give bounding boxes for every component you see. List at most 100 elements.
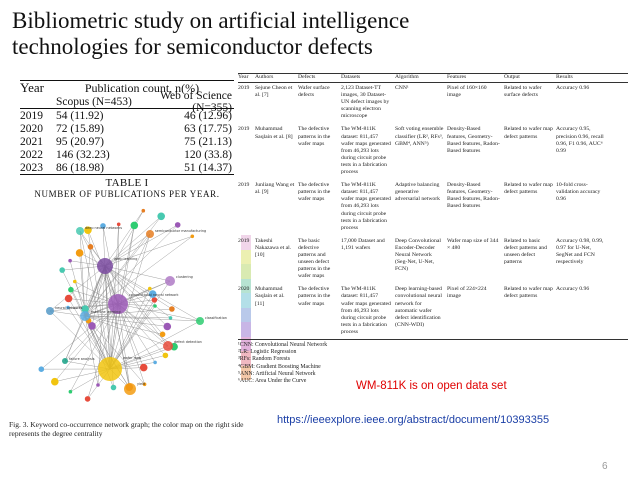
graph-edge <box>117 303 144 368</box>
cell-features: Density-Based features, Geometry-Based f… <box>447 182 500 210</box>
cell-authors: Takeshi Nakazawa et al. [10] <box>255 237 292 258</box>
graph-node-label: defect detection <box>174 340 202 344</box>
header-cell: Authors <box>255 74 274 81</box>
cell-year: 2019 <box>238 237 250 244</box>
graph-edge <box>84 236 193 317</box>
cell-authors: Muhammad Saqlain et al. [11] <box>255 286 285 307</box>
graph-edge <box>109 305 156 370</box>
graph-node <box>68 389 73 394</box>
graph-node <box>62 358 68 364</box>
cell-year: 2023 <box>20 161 43 174</box>
cell-algorithm: Deep Convolutional Encoder-Decoder Neura… <box>395 237 441 273</box>
graph-edge <box>104 265 171 319</box>
cell-features: Density-Based features, Geometry-Based f… <box>447 126 500 154</box>
cell-defects: The defective patterns in the wafer maps <box>298 182 331 203</box>
graph-edge <box>109 320 201 370</box>
colorbar-segment <box>241 293 251 308</box>
graph-edge <box>109 299 155 370</box>
cell-features: Wafer map size of 344 × 480 <box>447 237 499 251</box>
cell-results: Accuracy 0.98, 0.99, 0.97 for U-Net, Seg… <box>556 237 604 266</box>
graph-edge <box>104 224 178 267</box>
graph-node <box>97 258 113 274</box>
cell-scopus: 54 (11.92) <box>56 109 104 122</box>
table-row: 2020 72 (15.89) 63 (17.75) <box>20 122 234 135</box>
cell-datasets: 17,000 Dataset and 1,191 wafers <box>341 237 385 251</box>
graph-edge <box>104 216 162 267</box>
table-row: 2023 86 (18.98) 51 (14.37) <box>20 161 234 174</box>
cell-datasets: The WM-811K dataset: 811,457 wafer maps … <box>341 126 391 176</box>
colorbar-segment <box>241 322 251 337</box>
cell-output: Related to wafer map defect patterns <box>504 126 553 140</box>
graph-node <box>142 382 147 387</box>
cell-algorithm: CNN¹ <box>395 85 409 91</box>
table-row: 2019 Muhammad Saqlain et al. [8] The defec… <box>238 126 628 176</box>
colorbar-segment <box>241 278 251 293</box>
graph-node <box>110 384 117 391</box>
footnote: ³RFs: Random Forests <box>238 356 290 363</box>
graph-node-label: convolutional neural network <box>129 293 179 297</box>
cell-results: Accuracy 0.95, precision 0.96, recall 0.… <box>556 126 604 154</box>
header-cell: Results <box>556 74 573 81</box>
graph-node <box>162 352 169 359</box>
graph-node <box>163 322 172 331</box>
header-cell: Algorithm <box>395 74 419 81</box>
graph-node-label: failure analysis <box>69 357 95 361</box>
table-row: 2020 Muhammad Saqlain et al. [11] The defe… <box>238 286 628 336</box>
header-cell: Features <box>447 74 467 81</box>
graph-node <box>139 363 148 372</box>
graph-node <box>141 208 146 213</box>
header-year: Year <box>20 80 44 95</box>
source-link[interactable]: https://ieeexplore.ieee.org/abstract/doc… <box>277 414 550 426</box>
graph-edge <box>117 224 119 305</box>
header-cell: Defects <box>298 74 316 81</box>
graph-node <box>51 377 59 386</box>
colorbar-segment <box>241 249 251 264</box>
cell-output: Related to basic defect patterns and uns… <box>504 237 547 266</box>
graph-edge <box>84 224 178 317</box>
graph-edge <box>117 303 156 363</box>
table-caption-text: NUMBER OF PUBLICATIONS PER YEAR. <box>34 189 220 199</box>
cell-algorithm: Deep learning-based convolutional neural… <box>395 286 442 328</box>
graph-edge <box>84 308 172 317</box>
graph-edge <box>84 246 91 317</box>
table-subheader: Scopus (N=453) Web of Science (N=355) <box>20 90 234 114</box>
literature-table: Year Authors Defects Datasets Algorithm Featu… <box>238 73 628 385</box>
graph-node <box>100 223 106 229</box>
graph-edge <box>84 280 171 317</box>
graph-node <box>98 357 122 381</box>
cell-year: 2019 <box>238 182 250 189</box>
table-row: 2019 54 (11.92) 46 (12.96) <box>20 109 234 122</box>
graph-node-label: wafer map <box>123 356 141 360</box>
slide-title: Bibliometric study on artificial intelli… <box>12 8 410 59</box>
graph-node <box>64 294 73 303</box>
footnote: ¹CNN: Convolutional Neural Network <box>238 342 328 348</box>
graph-node <box>84 396 91 402</box>
graph-edge <box>102 225 111 370</box>
page-number: 6 <box>602 461 608 472</box>
graph-node <box>163 341 173 351</box>
graph-node <box>196 317 204 325</box>
graph-node <box>169 306 175 312</box>
colorbar-segment <box>241 264 251 279</box>
colorbar-segment <box>241 365 251 380</box>
graph-edge <box>84 315 169 347</box>
footnote: ⁵ANN: Artificial Neural Network <box>238 370 316 377</box>
graph-node <box>108 294 128 314</box>
graph-edge <box>117 303 131 390</box>
graph-node <box>165 276 175 286</box>
graph-edge <box>109 280 171 370</box>
graph-edge <box>117 233 151 305</box>
cell-wos: 120 (33.8) <box>184 148 232 161</box>
cell-year: 2021 <box>20 135 43 148</box>
cell-output: Related to wafer surface defects <box>504 85 542 99</box>
cell-datasets: The WM-811K dataset: 811,457 wafer maps … <box>341 286 391 335</box>
cell-year: 2020 <box>238 286 250 293</box>
cell-wos: 75 (21.13) <box>184 135 232 148</box>
graph-edge <box>70 303 119 392</box>
header-scopus: Scopus (N=453) <box>56 95 132 108</box>
header-cell: Datasets <box>341 74 361 81</box>
graph-node <box>159 331 166 338</box>
table-header: Year Authors Defects Datasets Algorithm Featu… <box>238 74 628 82</box>
graph-edge <box>41 303 119 370</box>
cell-authors: Sejune Cheon et al. [7] <box>255 85 293 99</box>
